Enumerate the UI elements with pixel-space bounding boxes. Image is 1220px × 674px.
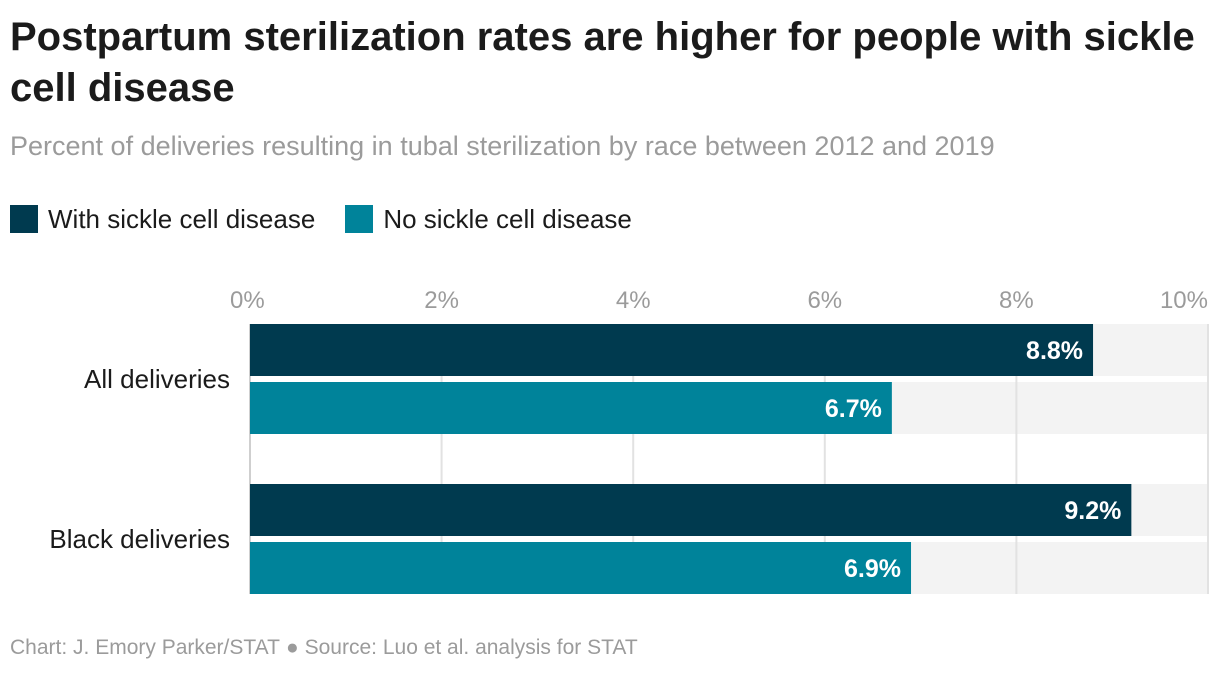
x-tick-label: 0% — [230, 287, 265, 314]
bar-value-label: 6.7% — [825, 395, 882, 423]
category-label: All deliveries — [84, 364, 230, 394]
legend-swatch-no-scd — [345, 205, 374, 233]
x-tick-label: 8% — [999, 287, 1034, 314]
chart-footer: Chart: J. Emory Parker/STAT ● Source: Luo … — [10, 634, 638, 662]
chart-title: Postpartum sterilization rates are highe… — [10, 15, 1195, 110]
footer-separator: ● — [285, 636, 299, 659]
bar-value-label: 8.8% — [1026, 337, 1083, 365]
bar — [250, 542, 912, 594]
source-note: Source: Luo et al. analysis for STAT — [304, 636, 638, 659]
legend-label-no-scd: No sickle cell disease — [383, 204, 632, 234]
x-tick-label: 2% — [424, 287, 459, 314]
chart-credit: Chart: J. Emory Parker/STAT — [10, 636, 280, 659]
bar-chart: 0% 2% 4% 6% 8% 10% 8.8% 6.7% All deliveries 9.2% 6… — [49, 287, 1209, 594]
legend: With sickle cell disease No sickle cell … — [10, 204, 662, 234]
bar — [250, 382, 892, 434]
bar — [250, 484, 1132, 536]
chart-subtitle: Percent of deliveries resulting in tubal… — [10, 131, 995, 161]
category-label: Black deliveries — [49, 524, 230, 554]
bar-value-label: 9.2% — [1064, 497, 1121, 525]
bar-value-label: 6.9% — [844, 555, 901, 583]
x-tick-label: 6% — [807, 287, 842, 314]
legend-label-with-scd: With sickle cell disease — [48, 204, 316, 234]
legend-item-no-scd: No sickle cell disease — [345, 204, 632, 234]
legend-swatch-with-scd — [10, 205, 38, 233]
x-tick-label: 4% — [616, 287, 651, 314]
bar — [250, 324, 1094, 376]
x-tick-label: 10% — [1160, 287, 1208, 314]
legend-item-with-scd: With sickle cell disease — [10, 204, 315, 234]
